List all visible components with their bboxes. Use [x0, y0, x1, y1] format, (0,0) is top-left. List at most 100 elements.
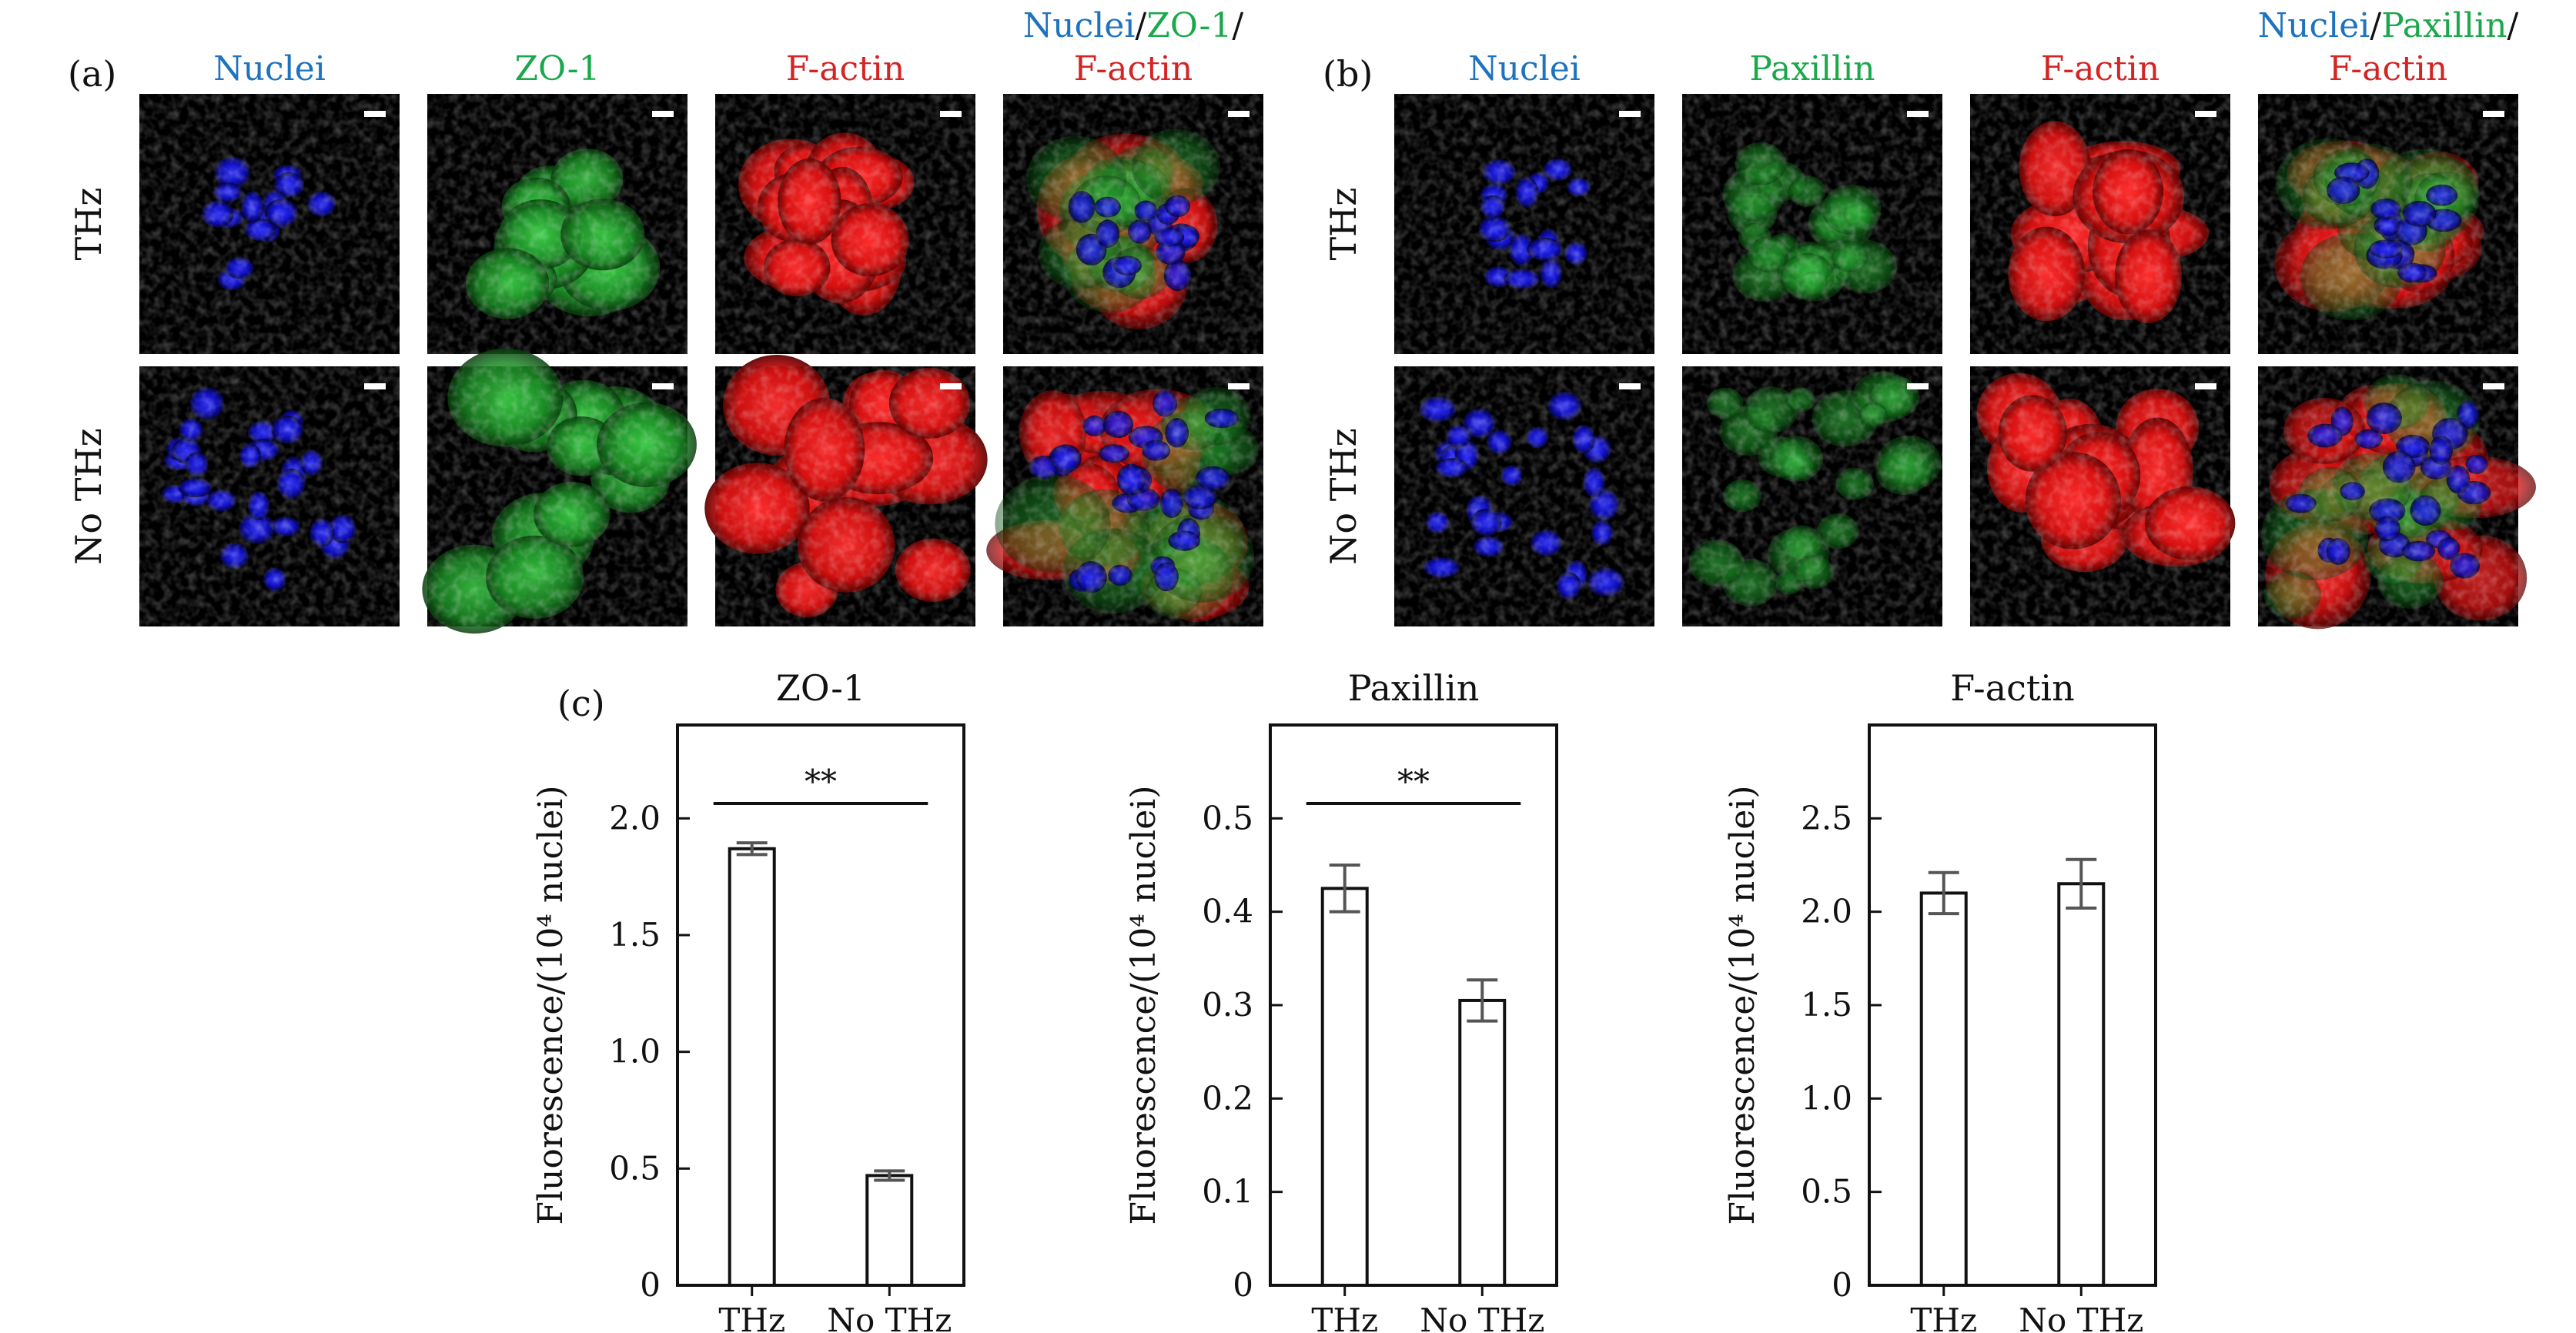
bar	[2057, 882, 2106, 1288]
micrograph-tile	[1970, 366, 2236, 626]
column-header: F-actin	[786, 49, 905, 89]
x-tick-label: THz	[1311, 1301, 1378, 1333]
column-header-part: /	[1135, 6, 1146, 45]
micrograph-tile	[986, 366, 1263, 626]
panel-c-label: (c)	[557, 683, 605, 724]
y-tick-label: 1.5	[609, 916, 661, 954]
plot-frame	[1269, 723, 1558, 1287]
micrograph-tile	[1682, 94, 1942, 354]
scale-bar	[940, 111, 962, 117]
y-tick-label: 0.5	[609, 1149, 661, 1187]
tile-noise	[715, 94, 975, 354]
micrograph-tile	[1682, 366, 1942, 626]
micrograph-tile	[704, 355, 988, 626]
column-header-part: /	[1232, 6, 1243, 45]
column-header: Paxillin	[1749, 49, 1875, 89]
column-header-line2: F-actin	[1074, 49, 1193, 89]
column-header: Nuclei/ZO-1/	[1023, 6, 1244, 45]
scale-bar	[1907, 383, 1929, 389]
micrograph-tile	[139, 366, 400, 626]
column-header-part: F-actin	[786, 49, 905, 89]
x-tick-label: No THz	[1420, 1301, 1544, 1333]
tile-noise	[427, 94, 687, 354]
scale-bar	[1228, 111, 1250, 117]
column-header: Nuclei/Paxillin/	[2258, 6, 2519, 45]
y-tick-label: 1.5	[1801, 986, 1852, 1024]
bar-chart: F-actin 0 0.5 1.0 1.5 2.0 2.5 Fluorescence/(10⁴…	[1723, 667, 2157, 1333]
micrograph-tile	[1003, 94, 1263, 354]
bar	[1919, 891, 1968, 1288]
tile-noise	[1003, 94, 1263, 354]
bar	[1458, 998, 1507, 1288]
y-tick-label: 0.5	[1202, 799, 1253, 837]
column-header-part: /	[2507, 6, 2518, 45]
scale-bar	[1228, 383, 1250, 389]
y-tick-label: 0.4	[1202, 893, 1253, 930]
micrograph-tile	[2258, 366, 2536, 630]
scale-bar	[364, 383, 386, 389]
chart-title: ZO-1	[776, 667, 865, 709]
scale-bar	[2483, 111, 2504, 117]
row-label: No THz	[1323, 428, 1364, 565]
row-label: No THz	[68, 428, 109, 565]
micrograph-tile	[715, 94, 975, 354]
column-header: F-actin	[2041, 49, 2159, 89]
tile-noise	[139, 94, 400, 354]
row-label: THz	[1323, 187, 1364, 260]
column-header-part: /	[2370, 6, 2381, 45]
y-tick-label: 2.0	[1801, 893, 1852, 930]
y-axis-label: Fluorescence/(10⁴ nuclei)	[531, 785, 570, 1224]
micrograph-tile	[1394, 366, 1654, 626]
tile-noise	[715, 366, 975, 626]
tile-noise	[1003, 366, 1263, 626]
column-header-part: Nuclei	[213, 49, 326, 89]
micrograph-tile	[2258, 94, 2518, 354]
y-tick-label: 1.0	[609, 1033, 661, 1071]
scale-bar	[2195, 111, 2216, 117]
bar	[728, 847, 776, 1288]
y-tick-label: 0	[1832, 1266, 1852, 1304]
micrograph-tile	[422, 348, 697, 634]
column-header-part: Nuclei	[1468, 49, 1581, 89]
panel-b: (b) Nuclei Paxillin F-actinNuclei/Paxillin/…	[1323, 6, 2536, 630]
scale-bar	[2483, 383, 2504, 389]
column-header-part: Paxillin	[1749, 49, 1875, 89]
bar	[865, 1174, 914, 1288]
tile-noise	[1682, 94, 1942, 354]
column-header-part: Nuclei	[2258, 6, 2370, 45]
column-header: Nuclei	[1468, 49, 1581, 89]
chart-title: F-actin	[1950, 667, 2074, 709]
bar-chart: Paxillin 0 0.1 0.2 0.3 0.4 0.5 Fluorescence/(10…	[1124, 667, 1558, 1333]
tile-noise	[1970, 366, 2230, 626]
scale-bar	[1907, 111, 1929, 117]
y-axis-label: Fluorescence/(10⁴ nuclei)	[1124, 785, 1163, 1224]
y-tick-label: 0.3	[1202, 986, 1253, 1024]
tile-noise	[1970, 94, 2230, 354]
significance-marker: **	[1397, 763, 1430, 800]
y-tick-label: 0	[640, 1266, 661, 1304]
column-header-part: Nuclei	[1023, 6, 1136, 45]
micrograph-tile	[427, 94, 687, 354]
scale-bar	[652, 111, 674, 117]
tile-noise	[1682, 366, 1942, 626]
significance-marker: **	[805, 763, 837, 800]
tile-noise	[2258, 94, 2518, 354]
micrograph-tile	[139, 94, 400, 354]
column-header-part: Paxillin	[2381, 6, 2507, 45]
y-axis-label: Fluorescence/(10⁴ nuclei)	[1723, 785, 1762, 1224]
panel-a: (a) Nuclei ZO-1 F-actinNuclei/ZO-1/F-actinT…	[68, 6, 1263, 634]
y-tick-label: 0.1	[1202, 1173, 1253, 1211]
x-tick-label: THz	[1910, 1301, 1977, 1333]
chart-title: Paxillin	[1348, 667, 1480, 709]
x-tick-label: No THz	[827, 1301, 952, 1333]
y-tick-label: 0.2	[1202, 1079, 1253, 1117]
panel-label: (b)	[1323, 53, 1373, 95]
x-tick-label: No THz	[2019, 1301, 2143, 1333]
column-header-part: ZO-1	[1146, 6, 1232, 45]
bar-chart: ZO-1 0 0.5 1.0 1.5 2.0 Fluorescence/(10⁴ nucle…	[531, 667, 965, 1333]
scale-bar	[652, 383, 674, 389]
y-tick-label: 2.5	[1801, 799, 1852, 837]
row-label: THz	[68, 187, 109, 260]
y-tick-label: 2.0	[609, 799, 661, 837]
bar	[1320, 887, 1369, 1288]
